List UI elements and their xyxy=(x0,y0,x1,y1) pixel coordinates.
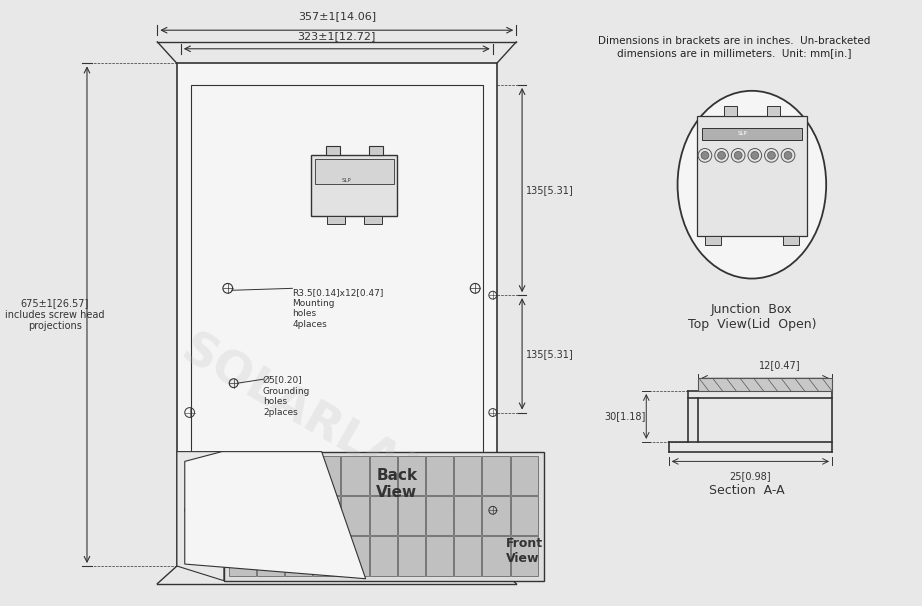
Bar xyxy=(313,536,340,576)
Bar xyxy=(370,496,396,535)
Bar xyxy=(177,64,497,566)
Text: 30[1.18]: 30[1.18] xyxy=(604,411,645,421)
Bar xyxy=(724,107,738,116)
Bar xyxy=(370,456,396,495)
Circle shape xyxy=(767,152,775,159)
Text: 25[0.98]: 25[0.98] xyxy=(729,471,771,481)
Bar xyxy=(341,496,369,535)
Bar xyxy=(229,536,256,576)
Text: Ø5[0.20]
Grounding
holes
2places: Ø5[0.20] Grounding holes 2places xyxy=(263,376,311,416)
Bar xyxy=(285,536,313,576)
Bar xyxy=(369,145,383,155)
Polygon shape xyxy=(184,451,366,579)
Bar xyxy=(229,456,256,495)
Bar xyxy=(766,107,780,116)
Text: Junction  Box
Top  View(Lid  Open): Junction Box Top View(Lid Open) xyxy=(688,303,816,331)
Text: 12[0.47]: 12[0.47] xyxy=(759,361,800,370)
Bar xyxy=(257,496,284,535)
Text: 323±1[12.72]: 323±1[12.72] xyxy=(298,31,376,41)
Bar xyxy=(285,456,313,495)
Bar xyxy=(315,159,394,184)
Bar xyxy=(326,145,339,155)
Bar xyxy=(482,496,510,535)
Circle shape xyxy=(717,152,726,159)
Text: 357±1[14.06]: 357±1[14.06] xyxy=(298,12,376,21)
Bar xyxy=(370,536,396,576)
Bar xyxy=(257,536,284,576)
Text: Section  A-A: Section A-A xyxy=(709,484,785,497)
Bar xyxy=(455,456,481,495)
Bar xyxy=(191,85,483,552)
Bar xyxy=(426,456,454,495)
Bar xyxy=(341,456,369,495)
Text: Dimensions in brackets are in inches.  Un-bracketed
dimensions are in millimeter: Dimensions in brackets are in inches. Un… xyxy=(598,36,870,58)
Circle shape xyxy=(734,152,742,159)
Text: Back
View: Back View xyxy=(376,468,418,500)
Polygon shape xyxy=(177,451,224,581)
Text: SOLARLAND: SOLARLAND xyxy=(172,327,475,527)
Bar xyxy=(482,536,510,576)
Bar xyxy=(455,496,481,535)
Bar xyxy=(397,536,425,576)
Bar xyxy=(224,451,544,581)
Bar xyxy=(327,216,345,224)
Bar xyxy=(511,536,538,576)
Bar xyxy=(455,536,481,576)
Bar xyxy=(285,496,313,535)
Bar xyxy=(397,496,425,535)
Text: 135[5.31]: 135[5.31] xyxy=(526,349,573,359)
Bar xyxy=(698,378,832,391)
Bar xyxy=(697,116,807,236)
Text: 675±1[26.57]
includes screw head
projections: 675±1[26.57] includes screw head project… xyxy=(5,298,104,331)
Circle shape xyxy=(751,152,759,159)
Text: SLP: SLP xyxy=(738,132,747,136)
Bar xyxy=(783,236,798,245)
Bar xyxy=(257,456,284,495)
Bar xyxy=(313,496,340,535)
Circle shape xyxy=(701,152,709,159)
Text: R3.5[0.14]x12[0.47]
Mounting
holes
4places: R3.5[0.14]x12[0.47] Mounting holes 4plac… xyxy=(292,288,384,328)
Bar xyxy=(397,456,425,495)
Text: SLP: SLP xyxy=(342,178,351,183)
Bar xyxy=(426,536,454,576)
Ellipse shape xyxy=(678,91,826,279)
Bar xyxy=(426,496,454,535)
Text: 135[5.31]: 135[5.31] xyxy=(526,185,573,195)
Bar xyxy=(312,155,397,216)
Bar xyxy=(482,456,510,495)
Bar xyxy=(364,216,382,224)
Circle shape xyxy=(784,152,792,159)
Bar xyxy=(511,496,538,535)
Bar xyxy=(313,456,340,495)
Bar xyxy=(229,496,256,535)
Bar xyxy=(702,128,802,140)
Bar xyxy=(705,236,721,245)
Bar xyxy=(341,536,369,576)
Bar xyxy=(511,456,538,495)
Text: Front
View: Front View xyxy=(505,538,542,565)
